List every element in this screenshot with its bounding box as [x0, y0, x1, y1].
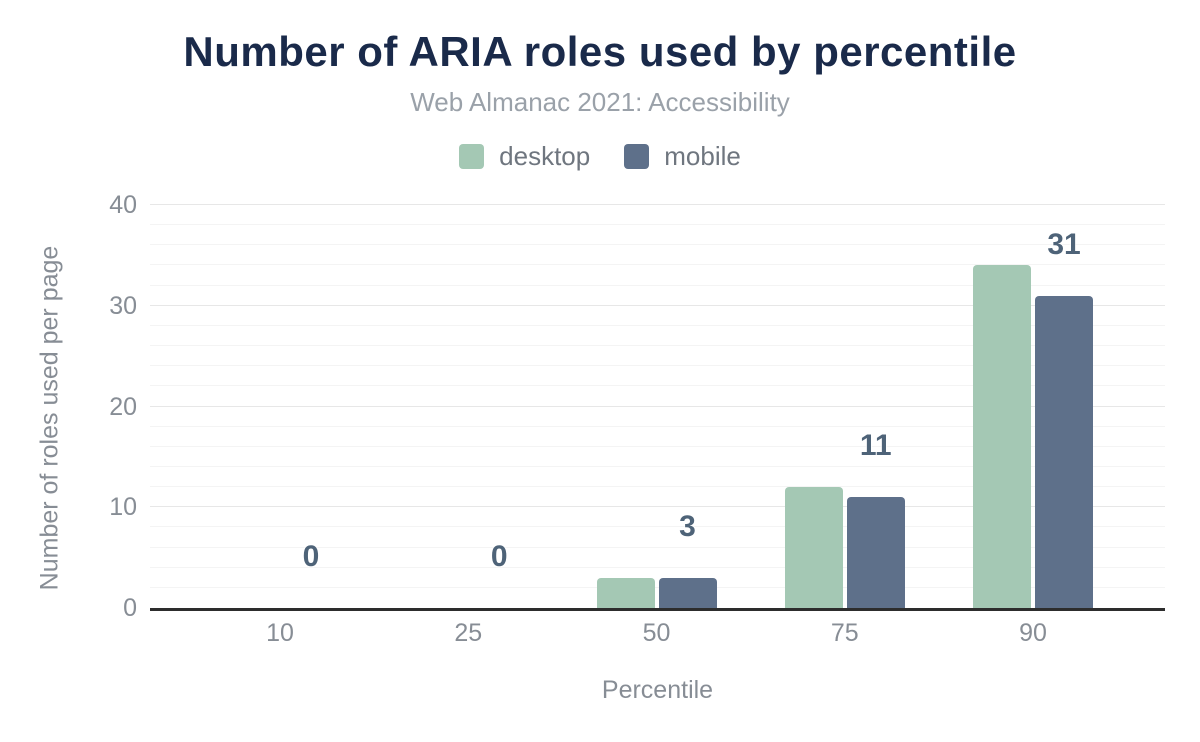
minor-gridline	[150, 365, 1165, 367]
minor-gridline	[150, 324, 1165, 326]
bar-mobile-75[interactable]	[846, 497, 905, 608]
y-tick-label: 20	[109, 392, 137, 421]
minor-gridline	[150, 586, 1165, 588]
minor-gridline	[150, 486, 1165, 488]
major-gridline	[150, 506, 1165, 508]
bar-desktop-50[interactable]	[596, 577, 655, 608]
bar-desktop-75[interactable]	[784, 487, 843, 608]
minor-gridline	[150, 284, 1165, 286]
desktop-series-swatch	[459, 144, 485, 169]
legend-item-mobile[interactable]: mobile	[624, 141, 741, 172]
minor-gridline	[150, 345, 1165, 347]
data-label: 31	[1047, 227, 1081, 261]
legend: desktop mobile	[0, 141, 1200, 172]
x-tick-label: 25	[454, 619, 483, 647]
data-label: 11	[859, 429, 892, 463]
y-tick-label: 10	[109, 493, 137, 522]
legend-label-desktop: desktop	[499, 141, 591, 171]
x-tick-label: 75	[830, 619, 859, 647]
x-axis-line	[150, 608, 1165, 611]
major-gridline	[150, 405, 1165, 407]
minor-gridline	[150, 465, 1165, 467]
minor-gridline	[150, 445, 1165, 447]
bar-mobile-90[interactable]	[1035, 295, 1093, 608]
minor-gridline	[150, 526, 1165, 528]
major-gridline	[150, 304, 1165, 306]
minor-gridline	[150, 566, 1165, 568]
minor-gridline	[150, 546, 1165, 548]
minor-gridline	[150, 425, 1165, 427]
minor-gridline	[150, 224, 1165, 226]
bar-mobile-50[interactable]	[658, 577, 717, 608]
y-tick-label: 30	[109, 291, 137, 320]
chart-title: Number of ARIA roles used by percentile	[183, 28, 1017, 75]
plot-area: 0 0 3 11 31	[150, 204, 1165, 611]
legend-label-mobile: mobile	[664, 141, 741, 171]
minor-gridline	[150, 244, 1165, 246]
mobile-series-swatch	[624, 144, 650, 169]
y-tick-label: 40	[109, 191, 137, 219]
chart-subtitle: Web Almanac 2021: Accessibility	[410, 87, 790, 117]
x-tick-label: 50	[642, 619, 671, 647]
y-tick-label: 0	[123, 594, 137, 622]
data-label: 0	[302, 540, 320, 573]
data-label: 3	[679, 509, 696, 543]
major-gridline	[150, 204, 1165, 205]
bar-desktop-90[interactable]	[973, 265, 1031, 608]
minor-gridline	[150, 264, 1165, 266]
data-label: 0	[490, 540, 508, 573]
x-tick-label: 90	[1019, 619, 1047, 647]
x-axis-title: Percentile	[601, 676, 714, 704]
x-tick-label: 10	[266, 619, 294, 647]
minor-gridline	[150, 385, 1165, 387]
legend-item-desktop[interactable]: desktop	[459, 141, 590, 172]
